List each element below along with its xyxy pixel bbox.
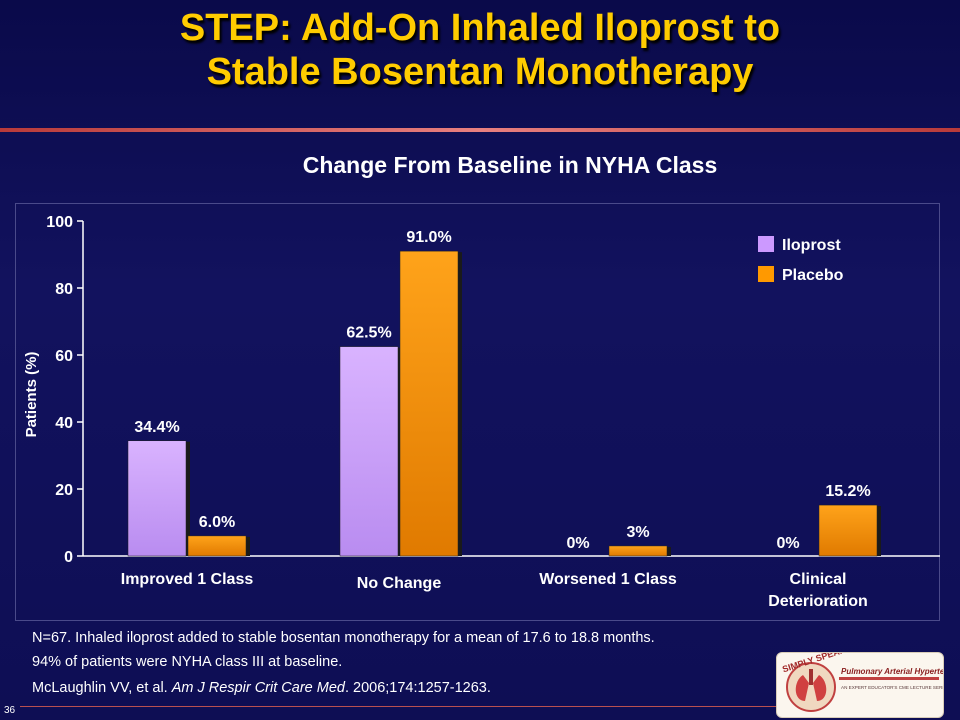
- y-tick-label: 100: [46, 214, 73, 231]
- legend-label-placebo: Placebo: [782, 267, 844, 284]
- lungs-logo-icon: SIMPLY SPEAKING: Pulmonary Arterial Hype…: [781, 653, 943, 712]
- x-category-label: Worsened 1 Class: [539, 571, 677, 588]
- bar-placebo: [187, 535, 247, 557]
- bar-iloprost: [339, 346, 399, 557]
- x-category-label: Clinical: [790, 571, 847, 588]
- legend-swatch-iloprost: [758, 236, 774, 252]
- chart-title: Change From Baseline in NYHA Class: [302, 152, 718, 178]
- footnote-line-1: N=67. Inhaled iloprost added to stable b…: [32, 630, 655, 646]
- data-label: 15.2%: [825, 483, 870, 500]
- slide-number: 36: [4, 705, 16, 716]
- y-tick-label: 40: [55, 415, 73, 432]
- data-label: 91.0%: [406, 229, 451, 246]
- y-axis-label: Patients (%): [23, 352, 40, 438]
- title-line-2: Stable Bosentan Monotherapy: [206, 51, 754, 93]
- title-divider: [0, 128, 960, 132]
- chart-panel: [15, 203, 940, 621]
- bar-placebo: [399, 250, 459, 557]
- data-label: 6.0%: [199, 514, 235, 531]
- data-label: 3%: [626, 524, 649, 541]
- data-label: 0%: [776, 535, 799, 552]
- bar-placebo: [818, 504, 878, 557]
- citation: McLaughlin VV, et al. Am J Respir Crit C…: [32, 680, 491, 696]
- footnote-line-2: 94% of patients were NYHA class III at b…: [32, 654, 343, 670]
- y-tick-label: 60: [55, 348, 73, 365]
- data-label: 0%: [566, 535, 589, 552]
- y-tick-label: 0: [64, 549, 73, 566]
- series-logo: SIMPLY SPEAKING: Pulmonary Arterial Hype…: [776, 652, 944, 718]
- slide-title: STEP: Add-On Inhaled Iloprost to Stable …: [40, 6, 920, 94]
- logo-text-2: Pulmonary Arterial Hypertension: [841, 667, 943, 676]
- title-line-1: STEP: Add-On Inhaled Iloprost to: [179, 7, 781, 49]
- y-tick-label: 20: [55, 482, 73, 499]
- data-label: 34.4%: [134, 419, 179, 436]
- bottom-divider: [20, 706, 780, 707]
- x-category-label: Improved 1 Class: [121, 571, 254, 588]
- bar-iloprost: [127, 440, 187, 557]
- bar-chart: 0 20 40 60 80 100 Patients (%) 34.4% 6.0% Improve…: [23, 214, 881, 610]
- citation-journal: Am J Respir Crit Care Med: [171, 680, 345, 696]
- citation-details: . 2006;174:1257-1263.: [344, 680, 491, 696]
- y-tick-label: 80: [55, 281, 73, 298]
- x-category-label: No Change: [357, 575, 442, 592]
- bar-placebo: [608, 545, 668, 557]
- logo-text-3: AN EXPERT EDUCATOR'S CME LECTURE SERIES: [841, 685, 943, 690]
- citation-authors: McLaughlin VV, et al.: [32, 680, 172, 696]
- data-label: 62.5%: [346, 325, 391, 342]
- legend-label-iloprost: Iloprost: [782, 237, 841, 254]
- legend-swatch-placebo: [758, 266, 774, 282]
- x-category-label: Deterioration: [768, 593, 868, 610]
